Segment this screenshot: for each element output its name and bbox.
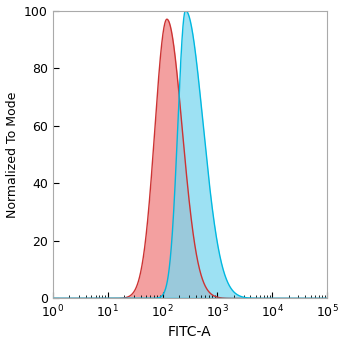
Y-axis label: Normalized To Mode: Normalized To Mode (6, 91, 19, 218)
X-axis label: FITC-A: FITC-A (168, 325, 212, 339)
